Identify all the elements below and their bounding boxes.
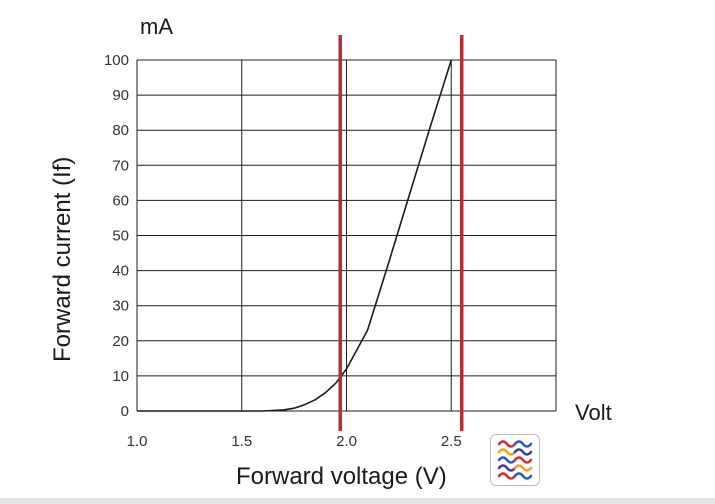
y-tick-label: 60	[112, 192, 129, 209]
y-tick-label: 70	[112, 157, 129, 174]
x-tick-label: 2.5	[441, 433, 462, 450]
y-axis-title: Forward current (If)	[49, 157, 76, 362]
y-tick-label: 20	[112, 333, 129, 350]
bottom-bar	[0, 498, 715, 504]
multicolor-loops-logo-icon	[497, 440, 533, 480]
y-tick-label: 30	[112, 298, 129, 315]
reference-lines	[338, 35, 464, 431]
y-tick-label: 80	[112, 122, 129, 139]
x-tick-label: 1.5	[231, 433, 252, 450]
y-tick-label: 0	[121, 403, 129, 420]
y-unit-label: mA	[140, 14, 173, 39]
x-unit-label: Volt	[575, 400, 612, 425]
y-tick-label: 50	[112, 228, 129, 245]
iv-curve	[137, 59, 453, 412]
brand-logo	[490, 434, 540, 486]
x-tick-label: 2.0	[336, 433, 357, 450]
grid-lines	[136, 59, 557, 412]
y-tick-label: 90	[112, 87, 129, 104]
x-axis-title: Forward voltage (V)	[236, 463, 447, 490]
y-tick-label: 100	[104, 52, 129, 69]
x-tick-labels: 1.0 1.5 2.0 2.5	[127, 433, 462, 450]
y-tick-labels: 0 10 20 30 40 50 60 70 80 90 100	[104, 52, 129, 420]
y-tick-label: 40	[112, 263, 129, 280]
series-layer	[137, 59, 453, 412]
y-tick-label: 10	[112, 368, 129, 385]
x-tick-label: 1.0	[127, 433, 148, 450]
